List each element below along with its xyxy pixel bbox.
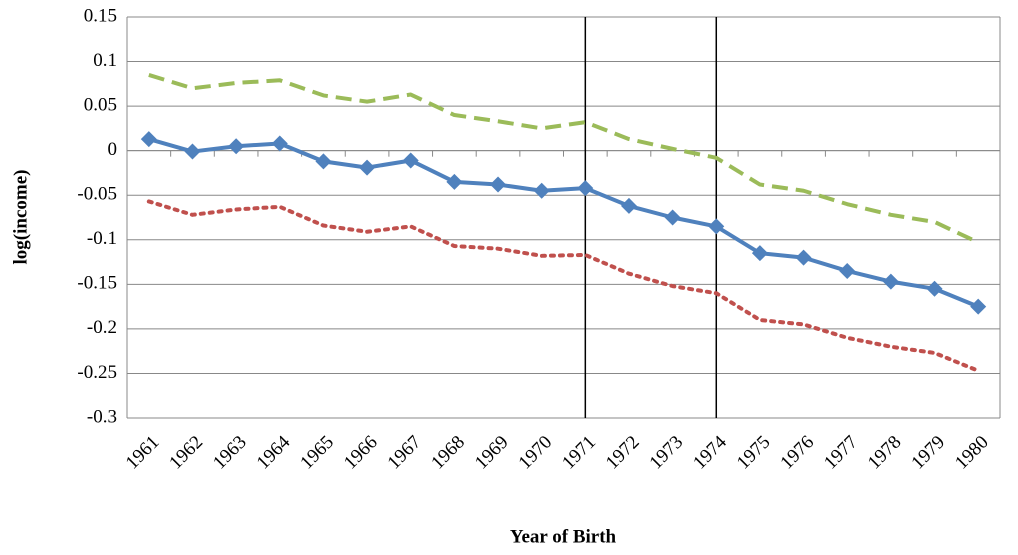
y-tick-label: 0 xyxy=(108,139,118,160)
x-tick-label: 1966 xyxy=(340,432,382,474)
x-tick-label: 1979 xyxy=(907,432,949,474)
y-tick-label: -0.05 xyxy=(77,184,117,205)
x-tick-label: 1976 xyxy=(776,432,818,474)
y-axis-title: log(income) xyxy=(10,170,31,265)
marker xyxy=(446,173,463,190)
marker xyxy=(577,180,594,197)
y-tick-label: -0.3 xyxy=(87,406,117,427)
marker xyxy=(315,153,332,170)
x-tick-label: 1962 xyxy=(165,432,207,474)
x-tick-label: 1968 xyxy=(427,432,469,474)
marker xyxy=(839,262,856,279)
marker xyxy=(620,197,637,214)
x-tick-label: 1964 xyxy=(253,431,295,473)
y-tick-label: 0.05 xyxy=(84,94,117,115)
marker xyxy=(664,209,681,226)
marker xyxy=(926,280,943,297)
y-tick-label: -0.1 xyxy=(87,228,117,249)
series-line xyxy=(148,73,980,245)
marker xyxy=(271,135,288,152)
x-tick-label: 1963 xyxy=(209,432,251,474)
x-tick-label: 1971 xyxy=(558,432,600,474)
marker xyxy=(184,143,201,160)
x-tick-label: 1972 xyxy=(602,432,644,474)
x-tick-label: 1969 xyxy=(471,432,513,474)
y-tick-label: -0.2 xyxy=(87,317,117,338)
series-line xyxy=(146,199,981,373)
x-tick-label: 1978 xyxy=(864,432,906,474)
marker xyxy=(708,218,725,235)
marker xyxy=(882,273,899,290)
marker xyxy=(970,298,987,315)
x-tick-label: 1970 xyxy=(515,432,557,474)
marker xyxy=(228,138,245,155)
y-tick-label: 0.1 xyxy=(93,50,117,71)
y-tick-label: 0.15 xyxy=(84,5,117,26)
x-tick-label: 1977 xyxy=(820,432,862,474)
marker xyxy=(533,182,550,199)
marker xyxy=(359,159,376,176)
marker xyxy=(490,176,507,193)
x-tick-label: 1974 xyxy=(689,431,731,473)
marker xyxy=(795,249,812,266)
x-tick-label: 1961 xyxy=(122,432,164,474)
marker xyxy=(140,131,157,148)
y-tick-label: -0.15 xyxy=(77,273,117,294)
marker xyxy=(402,152,419,169)
y-tick-label: -0.25 xyxy=(77,362,117,383)
x-tick-label: 1980 xyxy=(951,432,993,474)
x-tick-label: 1965 xyxy=(296,432,338,474)
x-tick-label: 1973 xyxy=(646,432,688,474)
marker xyxy=(751,245,768,262)
x-tick-label: 1975 xyxy=(733,432,775,474)
x-tick-label: 1967 xyxy=(384,432,426,474)
series-line xyxy=(148,137,979,309)
x-axis-title: Year of Birth xyxy=(510,526,617,547)
